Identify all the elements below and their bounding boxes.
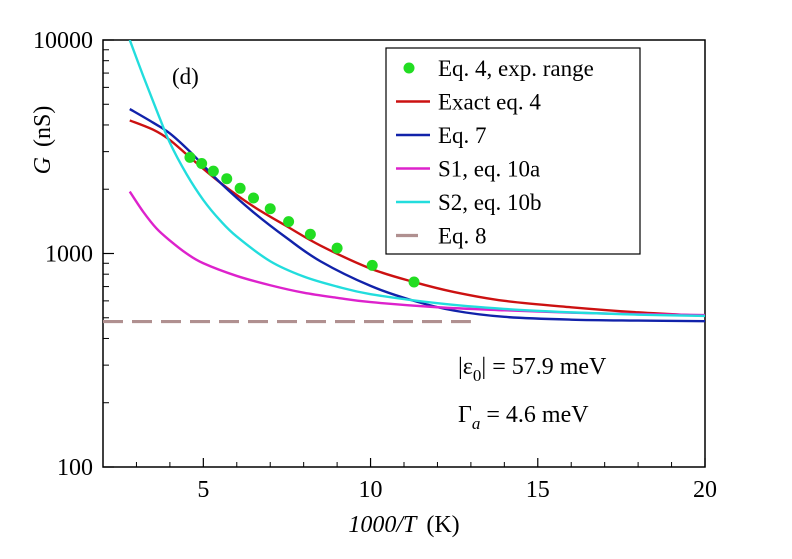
legend-entry-eq-8: Eq. 8 (396, 224, 487, 249)
series-exact-eq-4-line (129, 119, 705, 318)
x-axis-title: 1000/T (K) (348, 512, 459, 538)
legend-entry-eq-7: Eq. 7 (396, 123, 487, 148)
legend-label-s1-eq-10a: S1, eq. 10a (438, 157, 540, 182)
y-tick-label: 100 (57, 455, 93, 481)
legend-label-s2-eq-10b: S2, eq. 10b (438, 190, 542, 215)
epsilon-annotation-value: | = 57.9 meV (481, 354, 607, 380)
y-tick-label: 10000 (33, 28, 93, 54)
series-eq-4-exp-range-point (366, 259, 378, 271)
legend-entry-exact-eq-4: Exact eq. 4 (396, 90, 541, 115)
series-eq-4-exp-range-point (283, 216, 295, 228)
series-eq-4-exp-range-point (331, 242, 343, 254)
gamma-annotation-value: = 4.6 meV (480, 402, 589, 428)
axis-ticks (102, 39, 706, 468)
series-eq-4-exp-range-point (207, 165, 219, 177)
series-eq-4-exp-range-point (196, 157, 208, 169)
legend-label-eq-7: Eq. 7 (438, 123, 487, 148)
series-s2-eq-10b-line (128, 40, 705, 318)
legend-frame (385, 47, 641, 255)
series-layer (103, 40, 705, 324)
legend-entry-s1-eq-10a: S1, eq. 10a (396, 157, 540, 182)
y-axis-title: G (nS) (30, 106, 56, 175)
legend-label-eq-8: Eq. 8 (438, 224, 487, 249)
legend-swatch-eq-4-exp-range (403, 62, 415, 74)
legend-entry-s2-eq-10b: S2, eq. 10b (396, 190, 542, 215)
x-tick-label: 5 (197, 477, 209, 503)
y-tick-label: 1000 (45, 242, 93, 268)
panel-label: (d) (172, 64, 199, 89)
series-eq-4-exp-range-point (408, 276, 420, 288)
y-axis-title-symbol: G (30, 157, 56, 174)
epsilon-annotation-prefix: |ε (458, 354, 473, 380)
series-eq-4-exp-range-point (248, 192, 259, 204)
x-tick-label: 20 (693, 477, 717, 503)
series-eq-4-exp-range-point (264, 203, 276, 215)
x-axis-title-main: 1000/T (348, 512, 418, 538)
epsilon-annotation: |ε0| = 57.9 meV (458, 354, 607, 385)
series-eq-4-exp-range-point (184, 151, 196, 163)
series-eq-4-exp-range-point (304, 228, 316, 240)
tick-labels: 5 10 15 20 100 1000 10000 (33, 28, 717, 503)
gamma-annotation: Γa = 4.6 meV (458, 402, 589, 433)
gamma-annotation-subscript: a (472, 414, 481, 433)
y-axis-title-unit: (nS) (30, 106, 56, 147)
series-eq-7-line (129, 107, 705, 323)
legend-entries: Eq. 4, exp. range Exact eq. 4 Eq. 7 S1, eq.… (396, 56, 594, 249)
x-tick-label: 10 (359, 477, 383, 503)
legend-entry-eq-4-exp-range: Eq. 4, exp. range (403, 56, 594, 81)
series-eq-4-exp-range-point (221, 173, 233, 185)
legend-label-eq-4-exp-range: Eq. 4, exp. range (438, 56, 594, 81)
x-axis-title-unit: (K) (426, 512, 459, 538)
series-eq-4-exp-range-point (234, 182, 246, 194)
legend: Eq. 4, exp. range Exact eq. 4 Eq. 7 S1, eq.… (385, 47, 641, 255)
legend-label-exact-eq-4: Exact eq. 4 (438, 90, 541, 115)
epsilon-annotation-subscript: 0 (473, 366, 482, 385)
gamma-annotation-prefix: Γ (458, 402, 472, 428)
x-tick-label: 15 (526, 477, 550, 503)
